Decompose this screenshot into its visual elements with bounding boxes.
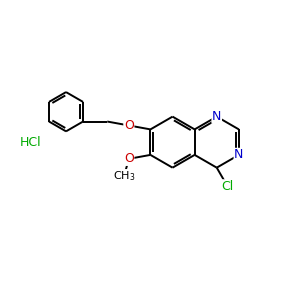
- Text: N: N: [234, 148, 244, 161]
- Text: O: O: [124, 119, 134, 132]
- Text: Cl: Cl: [221, 180, 234, 193]
- Text: CH$_3$: CH$_3$: [113, 169, 135, 183]
- Text: O: O: [124, 152, 134, 165]
- Text: N: N: [212, 110, 221, 123]
- Text: HCl: HCl: [20, 136, 41, 148]
